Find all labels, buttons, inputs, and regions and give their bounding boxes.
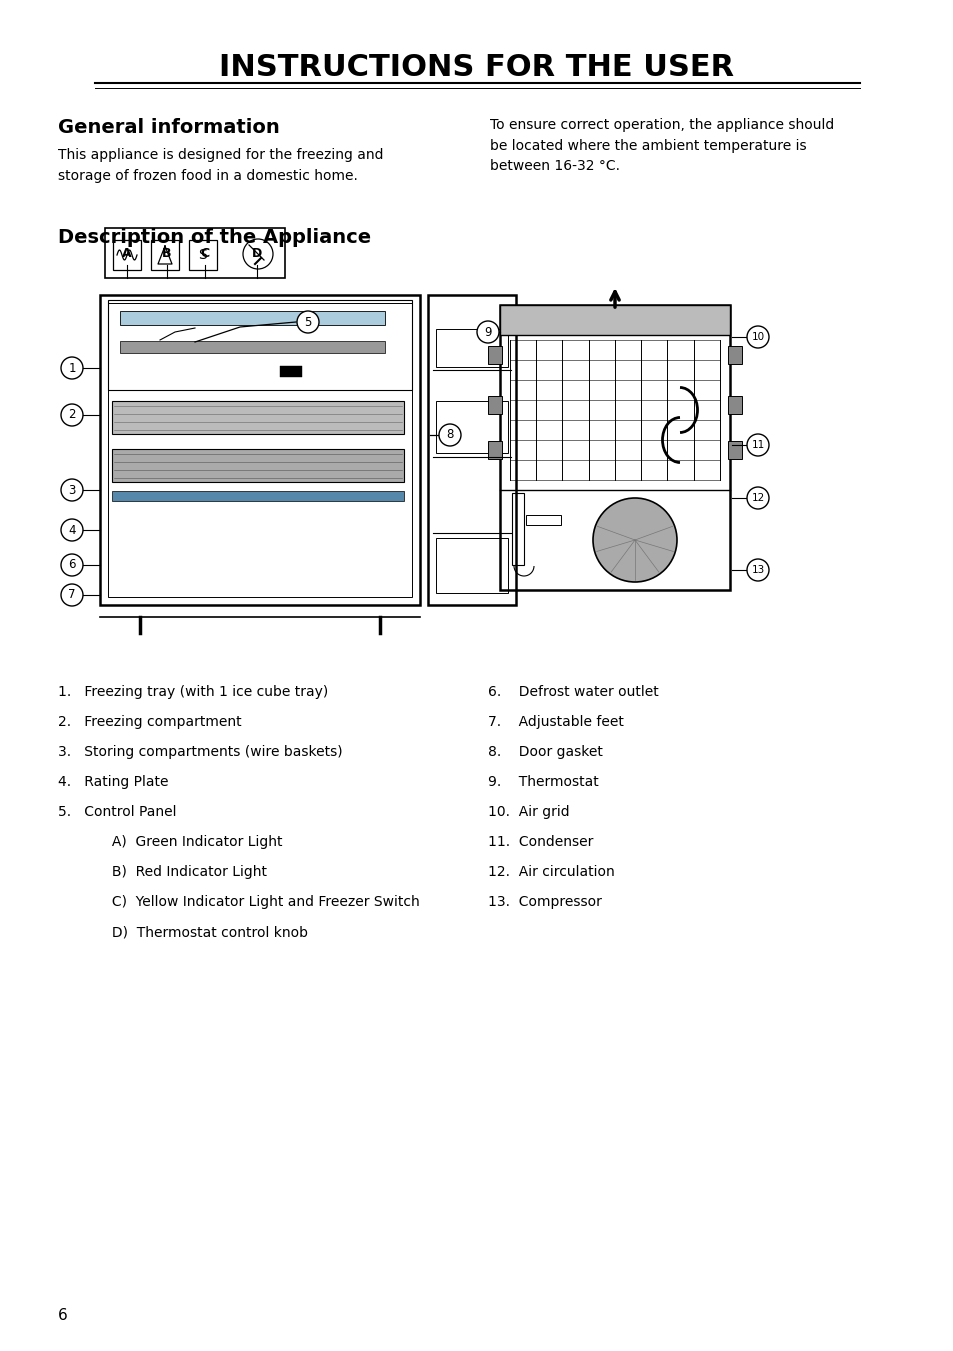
Circle shape (61, 584, 83, 607)
Text: A)  Green Indicator Light: A) Green Indicator Light (90, 835, 282, 848)
Circle shape (61, 554, 83, 576)
Circle shape (746, 486, 768, 509)
Text: 5: 5 (304, 316, 312, 328)
Text: 7: 7 (69, 589, 75, 601)
Text: 6: 6 (58, 1308, 68, 1323)
Text: 10.  Air grid: 10. Air grid (488, 805, 569, 819)
Text: D: D (252, 247, 262, 259)
Bar (120, 340, 385, 353)
Text: 13.  Compressor: 13. Compressor (488, 894, 601, 909)
Bar (499, 305, 729, 335)
Bar (436, 330, 507, 367)
Text: C: C (200, 247, 210, 259)
Text: 8: 8 (446, 428, 454, 442)
Bar (112, 240, 141, 270)
Bar (499, 305, 729, 590)
Text: 4: 4 (69, 523, 75, 536)
Text: 7.    Adjustable feet: 7. Adjustable feet (488, 715, 623, 730)
Circle shape (476, 322, 498, 343)
Circle shape (746, 559, 768, 581)
Bar (488, 396, 501, 413)
Text: 11: 11 (751, 440, 763, 450)
Text: 1: 1 (69, 362, 75, 374)
Text: 9: 9 (484, 326, 491, 339)
Text: 2: 2 (69, 408, 75, 422)
Text: 3: 3 (69, 484, 75, 497)
Bar (280, 366, 302, 377)
Circle shape (61, 404, 83, 426)
Text: 10: 10 (751, 332, 763, 342)
Bar (120, 311, 385, 326)
Text: B)  Red Indicator Light: B) Red Indicator Light (90, 865, 267, 880)
Bar (112, 449, 403, 482)
Bar (151, 240, 179, 270)
Text: General information: General information (58, 118, 279, 136)
Circle shape (61, 519, 83, 540)
Circle shape (296, 311, 318, 332)
Text: 13: 13 (751, 565, 763, 576)
Bar (488, 346, 501, 363)
Text: 2.   Freezing compartment: 2. Freezing compartment (58, 715, 241, 730)
Text: 6: 6 (69, 558, 75, 571)
Bar (112, 401, 403, 434)
Circle shape (61, 480, 83, 501)
Text: Description of the Appliance: Description of the Appliance (58, 228, 371, 247)
Bar (727, 440, 741, 459)
Text: INSTRUCTIONS FOR THE USER: INSTRUCTIONS FOR THE USER (219, 54, 734, 82)
Bar (436, 401, 507, 453)
Text: 8.    Door gasket: 8. Door gasket (488, 744, 602, 759)
Bar (512, 493, 523, 565)
Text: 11.  Condenser: 11. Condenser (488, 835, 593, 848)
Text: A: A (122, 247, 132, 259)
Text: To ensure correct operation, the appliance should
be located where the ambient t: To ensure correct operation, the applian… (490, 118, 833, 173)
Text: 12: 12 (751, 493, 763, 503)
Text: B: B (162, 247, 172, 259)
Text: 5.   Control Panel: 5. Control Panel (58, 805, 176, 819)
Text: This appliance is designed for the freezing and
storage of frozen food in a dome: This appliance is designed for the freez… (58, 149, 383, 182)
Bar (108, 300, 412, 390)
Bar (436, 538, 507, 593)
Text: 12.  Air circulation: 12. Air circulation (488, 865, 614, 880)
Bar (189, 240, 216, 270)
Bar (105, 228, 285, 278)
Circle shape (61, 357, 83, 380)
Circle shape (438, 424, 460, 446)
Bar (112, 490, 403, 501)
Text: S: S (198, 249, 207, 262)
Bar (108, 303, 412, 597)
Text: 3.   Storing compartments (wire baskets): 3. Storing compartments (wire baskets) (58, 744, 342, 759)
Circle shape (746, 434, 768, 457)
Bar (428, 295, 516, 605)
Circle shape (593, 499, 677, 582)
Bar (727, 346, 741, 363)
Bar (525, 515, 560, 526)
Text: C)  Yellow Indicator Light and Freezer Switch: C) Yellow Indicator Light and Freezer Sw… (90, 894, 419, 909)
Text: D)  Thermostat control knob: D) Thermostat control knob (90, 925, 308, 939)
Text: 4.   Rating Plate: 4. Rating Plate (58, 775, 169, 789)
Circle shape (746, 326, 768, 349)
Bar (100, 295, 419, 605)
Bar (488, 440, 501, 459)
Text: 1.   Freezing tray (with 1 ice cube tray): 1. Freezing tray (with 1 ice cube tray) (58, 685, 328, 698)
Text: 6.    Defrost water outlet: 6. Defrost water outlet (488, 685, 659, 698)
Text: 9.    Thermostat: 9. Thermostat (488, 775, 598, 789)
Bar (727, 396, 741, 413)
